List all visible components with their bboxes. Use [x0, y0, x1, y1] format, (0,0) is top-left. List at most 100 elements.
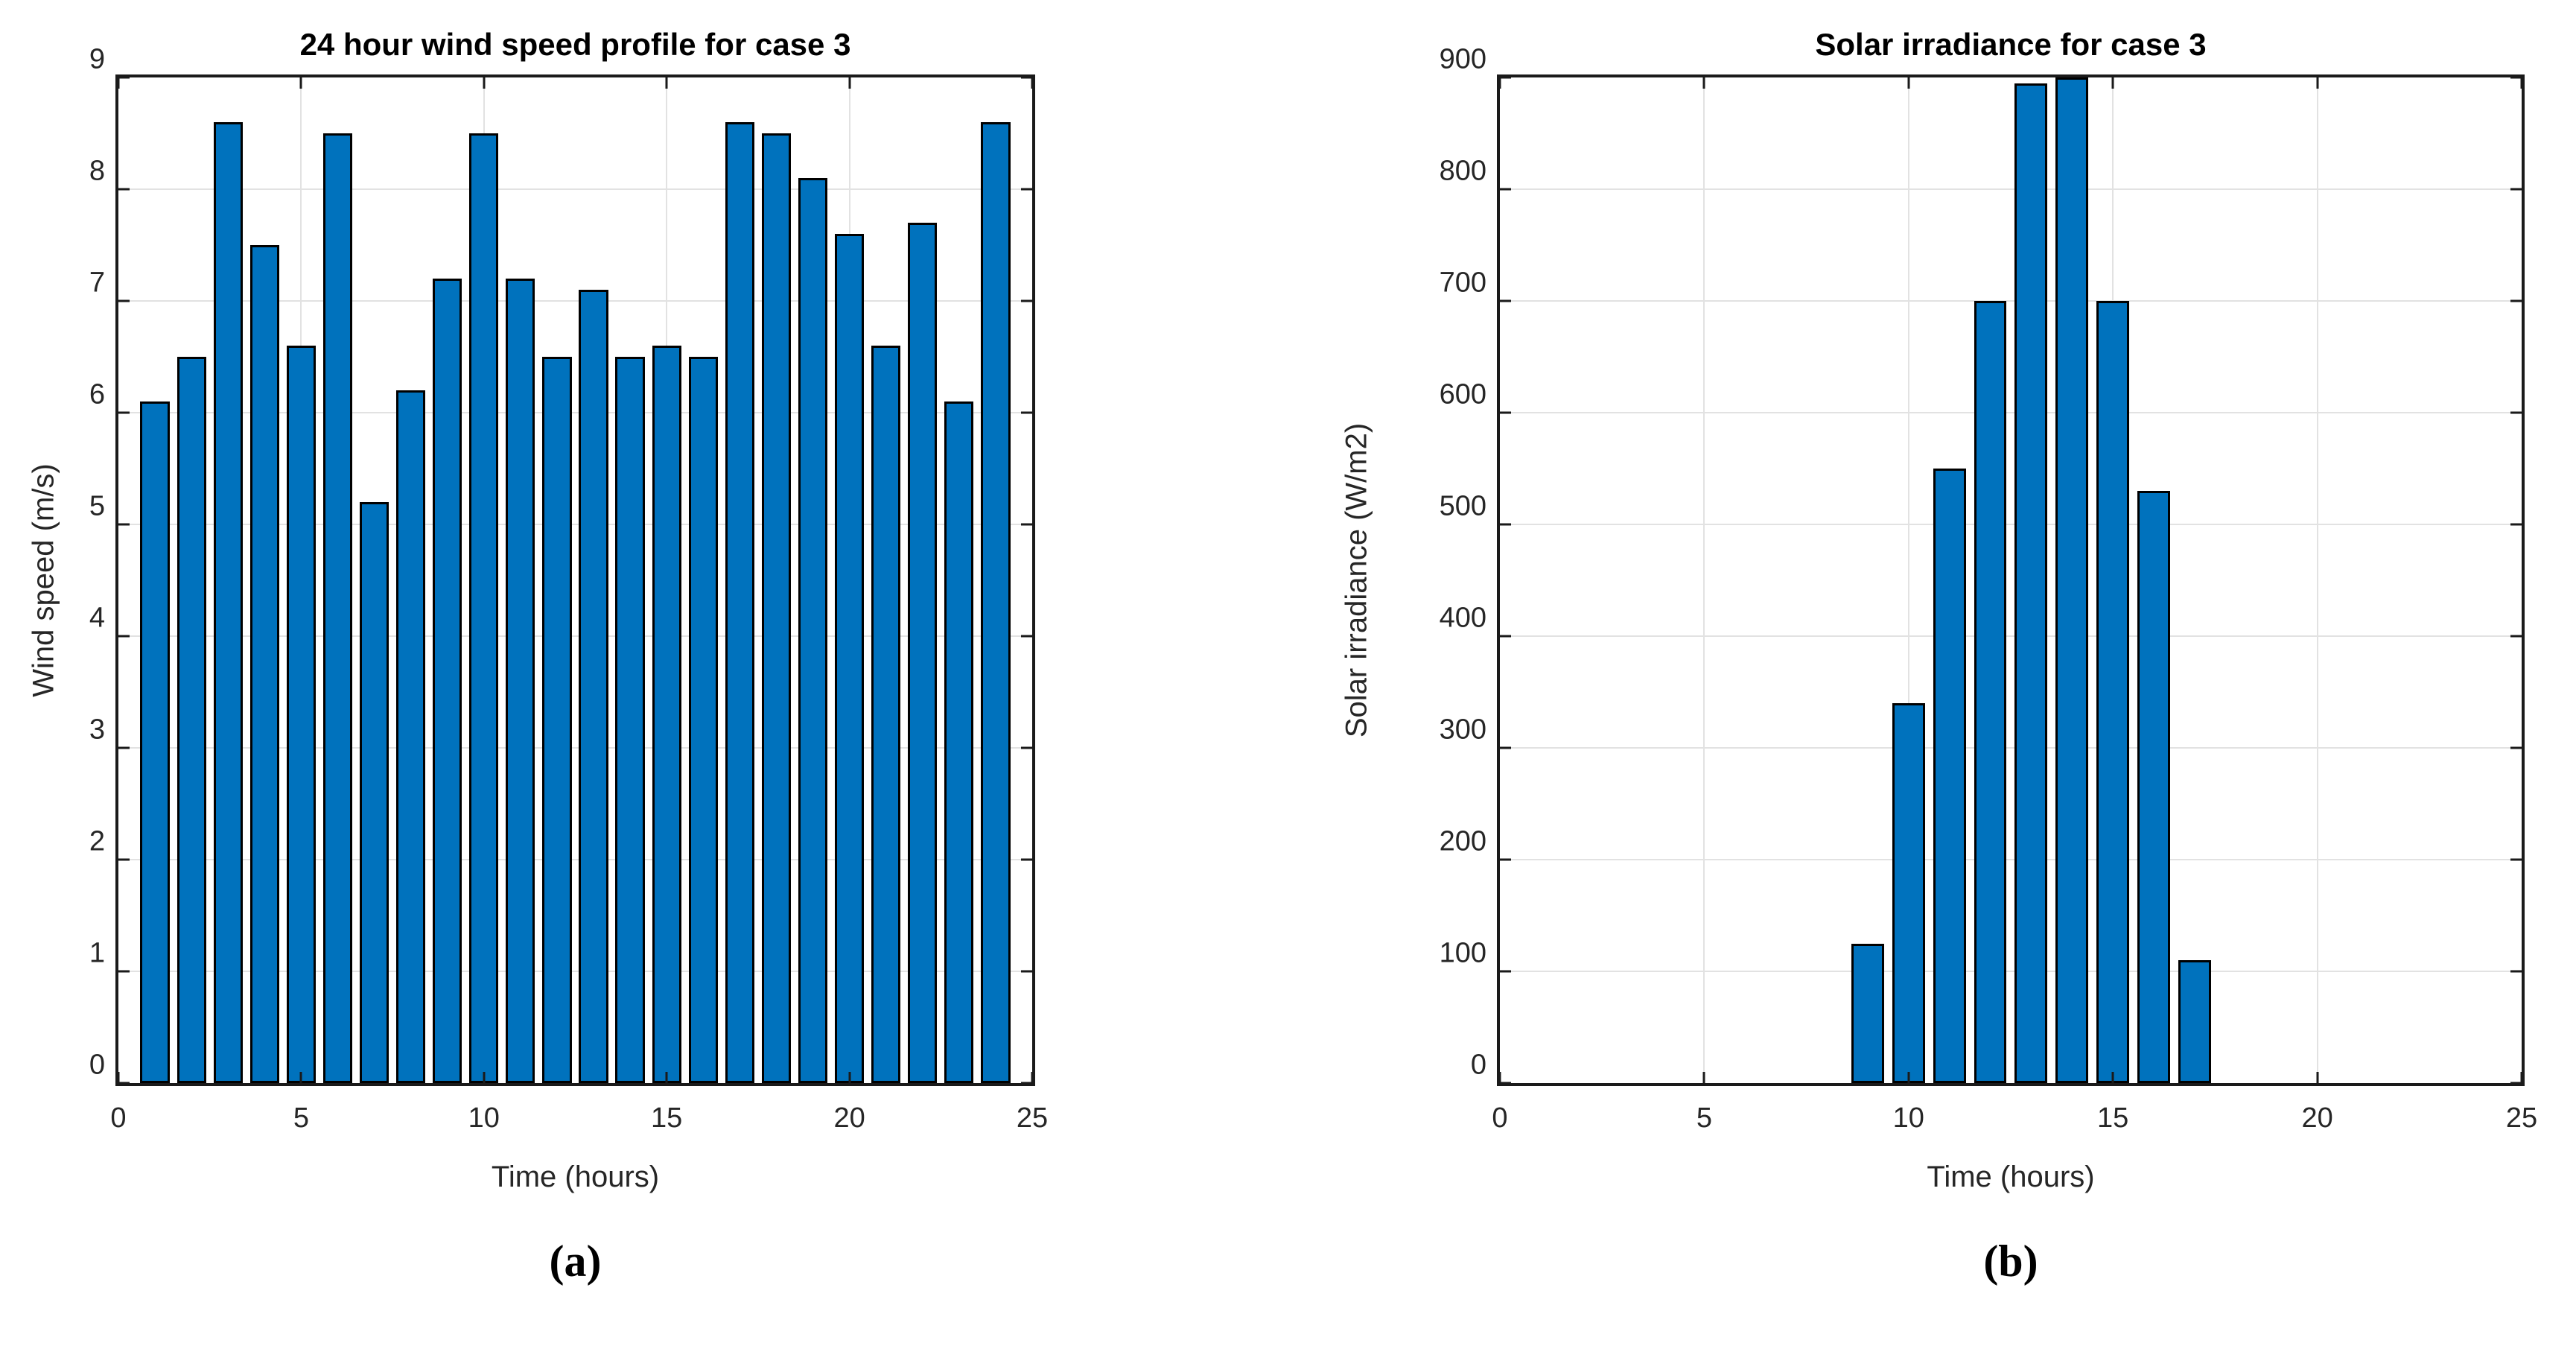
x-tick-label: 10: [468, 1102, 500, 1134]
bar: [2178, 960, 2211, 1083]
x-tick-label: 25: [1016, 1102, 1049, 1134]
y-tick-mark: [2510, 970, 2522, 973]
y-tick-mark: [1021, 188, 1032, 191]
y-gridline: [1500, 524, 2522, 525]
bar: [1974, 301, 2007, 1083]
y-tick-mark: [2510, 1082, 2522, 1085]
y-gridline: [118, 188, 1032, 191]
y-tick-mark: [1021, 76, 1032, 79]
y-tick-label: 3: [89, 714, 105, 746]
y-tick-label: 200: [1439, 825, 1486, 857]
x-tick-label: 20: [2301, 1102, 2333, 1134]
x-tick-label: 0: [1492, 1102, 1508, 1134]
x-tick-mark: [2520, 77, 2523, 89]
y-gridline: [1500, 859, 2522, 861]
x-tick-mark: [1907, 1072, 1910, 1083]
bar: [249, 245, 279, 1083]
y-gridline: [118, 412, 1032, 413]
y-tick-mark: [118, 858, 130, 861]
x-tick-mark: [299, 1072, 302, 1083]
bar: [433, 279, 462, 1083]
x-gridline: [1907, 77, 1909, 1083]
y-tick-mark: [1021, 411, 1032, 414]
wind-y-axis-label: Wind speed (m/s): [27, 463, 60, 697]
bar: [1892, 703, 1925, 1083]
y-tick-mark: [118, 746, 130, 749]
bar: [506, 279, 535, 1083]
x-tick-mark: [2111, 1072, 2114, 1083]
y-tick-mark: [1021, 746, 1032, 749]
y-tick-mark: [1500, 970, 1511, 973]
x-tick-mark: [1702, 1072, 1705, 1083]
x-tick-label: 15: [2097, 1102, 2129, 1134]
y-gridline: [118, 747, 1032, 749]
y-gridline: [1500, 188, 2522, 191]
solar-x-axis-label: Time (hours): [1927, 1161, 2095, 1193]
bar: [140, 401, 170, 1083]
y-gridline: [118, 300, 1032, 302]
y-gridline: [118, 635, 1032, 638]
x-tick-mark: [1907, 77, 1910, 89]
y-gridline: [1500, 635, 2522, 638]
bar: [615, 357, 645, 1083]
x-tick-mark: [1498, 1072, 1501, 1083]
x-tick-label: 20: [833, 1102, 865, 1134]
y-tick-mark: [118, 76, 130, 79]
y-tick-mark: [118, 299, 130, 302]
y-tick-mark: [118, 1082, 130, 1085]
bar: [322, 133, 353, 1083]
caption-b: (b): [1983, 1237, 2038, 1286]
y-tick-mark: [1021, 970, 1032, 973]
y-gridline: [118, 524, 1032, 525]
y-tick-label: 400: [1439, 602, 1486, 634]
bar: [981, 122, 1011, 1083]
bar: [2096, 301, 2130, 1083]
y-tick-mark: [1500, 1082, 1511, 1085]
x-tick-mark: [483, 1072, 486, 1083]
y-tick-mark: [1021, 1082, 1032, 1085]
bar: [944, 401, 974, 1083]
x-tick-mark: [1031, 1072, 1034, 1083]
y-tick-label: 2: [89, 825, 105, 857]
y-tick-label: 8: [89, 155, 105, 187]
solar-y-axis-label: Solar irradiance (W/m2): [1340, 422, 1373, 738]
x-tick-mark: [483, 77, 486, 89]
solar-chart-title: Solar irradiance for case 3: [1815, 27, 2207, 62]
y-tick-label: 0: [89, 1049, 105, 1081]
x-tick-label: 25: [2505, 1102, 2538, 1134]
bar: [1851, 943, 1884, 1083]
y-tick-mark: [1500, 858, 1511, 861]
bar: [908, 223, 938, 1083]
y-tick-mark: [1500, 76, 1511, 79]
y-tick-mark: [118, 970, 130, 973]
bar: [834, 234, 865, 1083]
y-gridline: [1500, 971, 2522, 973]
y-tick-mark: [1021, 858, 1032, 861]
x-tick-label: 5: [293, 1102, 309, 1134]
wind-x-axis-label: Time (hours): [491, 1161, 660, 1193]
bar: [2014, 83, 2048, 1083]
y-tick-mark: [1021, 635, 1032, 638]
x-tick-mark: [1031, 77, 1034, 89]
y-tick-mark: [1500, 635, 1511, 638]
wind-chart-title: 24 hour wind speed profile for case 3: [299, 27, 851, 62]
bar: [542, 357, 572, 1083]
y-gridline: [1500, 300, 2522, 302]
x-tick-label: 15: [651, 1102, 683, 1134]
y-tick-label: 900: [1439, 43, 1486, 75]
y-tick-mark: [118, 635, 130, 638]
y-tick-label: 5: [89, 490, 105, 522]
y-tick-label: 4: [89, 602, 105, 634]
y-tick-label: 7: [89, 267, 105, 299]
x-tick-label: 5: [1696, 1102, 1712, 1134]
x-tick-mark: [2520, 1072, 2523, 1083]
bar: [2055, 77, 2089, 1083]
x-tick-mark: [2316, 77, 2319, 89]
y-tick-label: 700: [1439, 267, 1486, 299]
y-tick-label: 500: [1439, 490, 1486, 522]
y-tick-mark: [1500, 299, 1511, 302]
y-tick-mark: [2510, 188, 2522, 191]
x-tick-mark: [117, 1072, 120, 1083]
bar: [176, 357, 206, 1083]
x-tick-mark: [665, 1072, 668, 1083]
